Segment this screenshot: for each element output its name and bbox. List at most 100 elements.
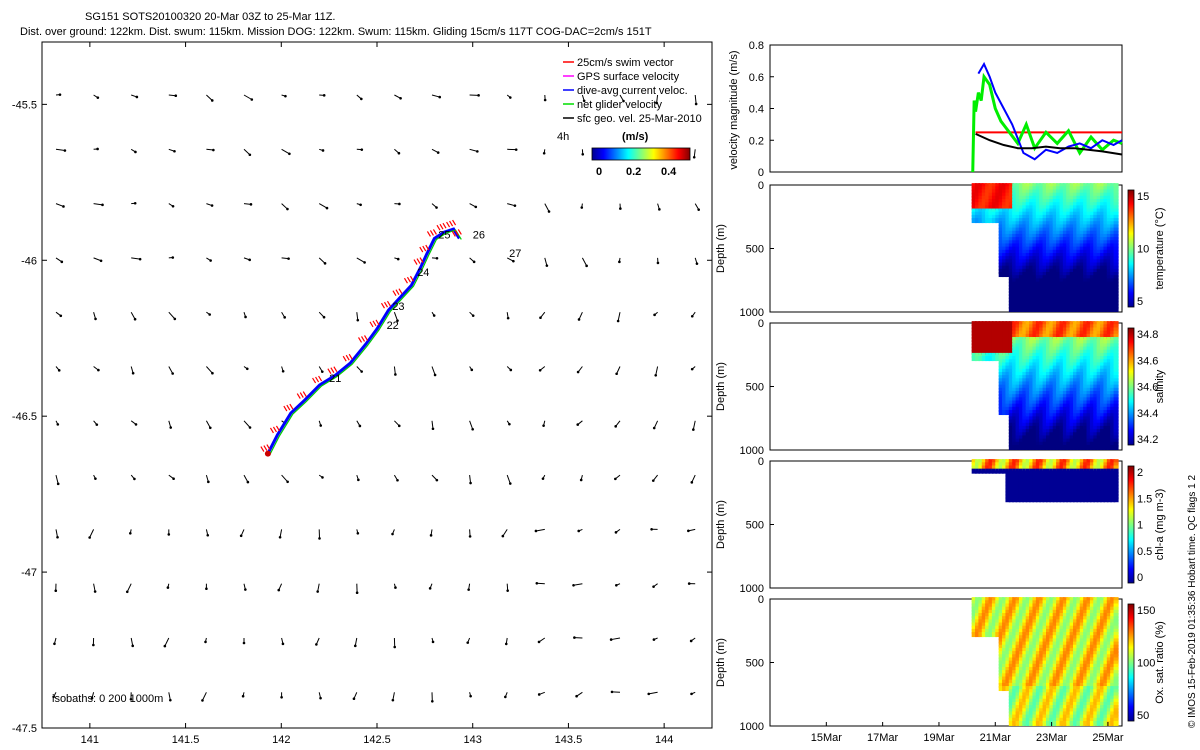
section-cell	[1086, 272, 1092, 278]
section-cell	[1015, 419, 1021, 425]
section-cell	[1103, 300, 1109, 306]
section-cell	[1059, 459, 1065, 465]
section-cell	[1096, 208, 1102, 214]
section-cell	[1056, 720, 1062, 726]
section-cell	[988, 330, 994, 336]
section-cell	[1066, 397, 1072, 403]
arrow-head	[580, 206, 584, 209]
velocity-arrow	[205, 420, 211, 429]
section-cell	[1059, 487, 1065, 493]
section-cell	[1076, 284, 1082, 290]
section-cell	[1008, 641, 1014, 647]
section-cell	[1093, 278, 1099, 284]
section-cell	[1062, 708, 1068, 714]
section-cell	[1032, 291, 1038, 297]
section-cell	[1002, 352, 1008, 358]
section-cell	[1076, 441, 1082, 447]
section-cell	[1008, 600, 1014, 606]
section-cell	[1062, 362, 1068, 368]
section-cell	[1076, 487, 1082, 493]
section-cell	[1096, 475, 1102, 481]
section-cell	[1042, 237, 1048, 243]
section-cell	[1022, 359, 1028, 365]
arrow-head	[95, 423, 99, 426]
section-cell	[1052, 471, 1058, 477]
section-cell	[988, 195, 994, 201]
section-cell	[1046, 632, 1052, 638]
section-cell	[1076, 384, 1082, 390]
section-cell	[1029, 246, 1035, 252]
section-cell	[1002, 619, 1008, 625]
section-cell	[978, 625, 984, 631]
section-cell	[1029, 300, 1035, 306]
section-cell	[1059, 183, 1065, 189]
section-cell	[1035, 256, 1041, 262]
section-cell	[1052, 438, 1058, 444]
section-cell	[1069, 619, 1075, 625]
section-cell	[1093, 233, 1099, 239]
section-cell	[1103, 291, 1109, 297]
section-cell	[1018, 459, 1024, 465]
arrow-head	[652, 638, 656, 641]
section-cell	[1110, 192, 1116, 198]
arrow-head	[650, 527, 653, 531]
section-cell	[1069, 291, 1075, 297]
velocity-arrow	[431, 366, 436, 376]
section-cell	[1005, 625, 1011, 631]
section-cell	[1008, 432, 1014, 438]
section-cell	[1110, 340, 1116, 346]
section-cell	[1042, 494, 1048, 500]
section-cell	[1106, 189, 1112, 195]
section-cell	[988, 199, 994, 205]
map-y-tick-label: -45.5	[12, 99, 37, 111]
section-cell	[1079, 343, 1085, 349]
section-cell	[1079, 303, 1085, 309]
section-cell	[1018, 695, 1024, 701]
section-cell	[1029, 676, 1035, 682]
section-cell	[1113, 183, 1119, 189]
section-cell	[1039, 616, 1045, 622]
section-cell	[1012, 340, 1018, 346]
section-cell	[1086, 462, 1092, 468]
section-cell	[1106, 259, 1112, 265]
section-cell	[1110, 195, 1116, 201]
section-cell	[1012, 494, 1018, 500]
section-cell	[1106, 321, 1112, 327]
section-cell	[1069, 272, 1075, 278]
section-cell	[1049, 695, 1055, 701]
arrow-head	[359, 203, 362, 207]
section-cell	[1073, 275, 1079, 281]
arrow-head	[431, 640, 435, 644]
section-cell	[1069, 356, 1075, 362]
section-cell	[1069, 268, 1075, 274]
section-cell	[988, 628, 994, 634]
section-cell	[1059, 705, 1065, 711]
section-cell	[1069, 603, 1075, 609]
section-cell	[1083, 275, 1089, 281]
section-cell	[1086, 186, 1092, 192]
section-cell	[991, 597, 997, 603]
section-cell	[1039, 413, 1045, 419]
section-cell	[995, 625, 1001, 631]
section-cell	[1018, 438, 1024, 444]
section-cell	[1005, 333, 1011, 339]
section-cell	[1052, 717, 1058, 723]
section-cell	[1046, 349, 1052, 355]
section-cell	[1086, 356, 1092, 362]
section-cell	[1032, 183, 1038, 189]
section-cell	[1046, 211, 1052, 217]
section-cell	[1018, 183, 1024, 189]
legend-entry: 25cm/s swim vector	[577, 57, 674, 69]
section-cell	[1083, 340, 1089, 346]
section-cell	[1012, 394, 1018, 400]
section-cell	[1073, 676, 1079, 682]
section-cell	[1015, 657, 1021, 663]
section-cell	[1025, 441, 1031, 447]
section-cell	[1113, 240, 1119, 246]
section-cell	[1110, 346, 1116, 352]
section-cell	[991, 606, 997, 612]
section-cell	[1032, 284, 1038, 290]
section-cell	[1012, 202, 1018, 208]
section-cell	[1073, 303, 1079, 309]
section-cell	[1042, 265, 1048, 271]
